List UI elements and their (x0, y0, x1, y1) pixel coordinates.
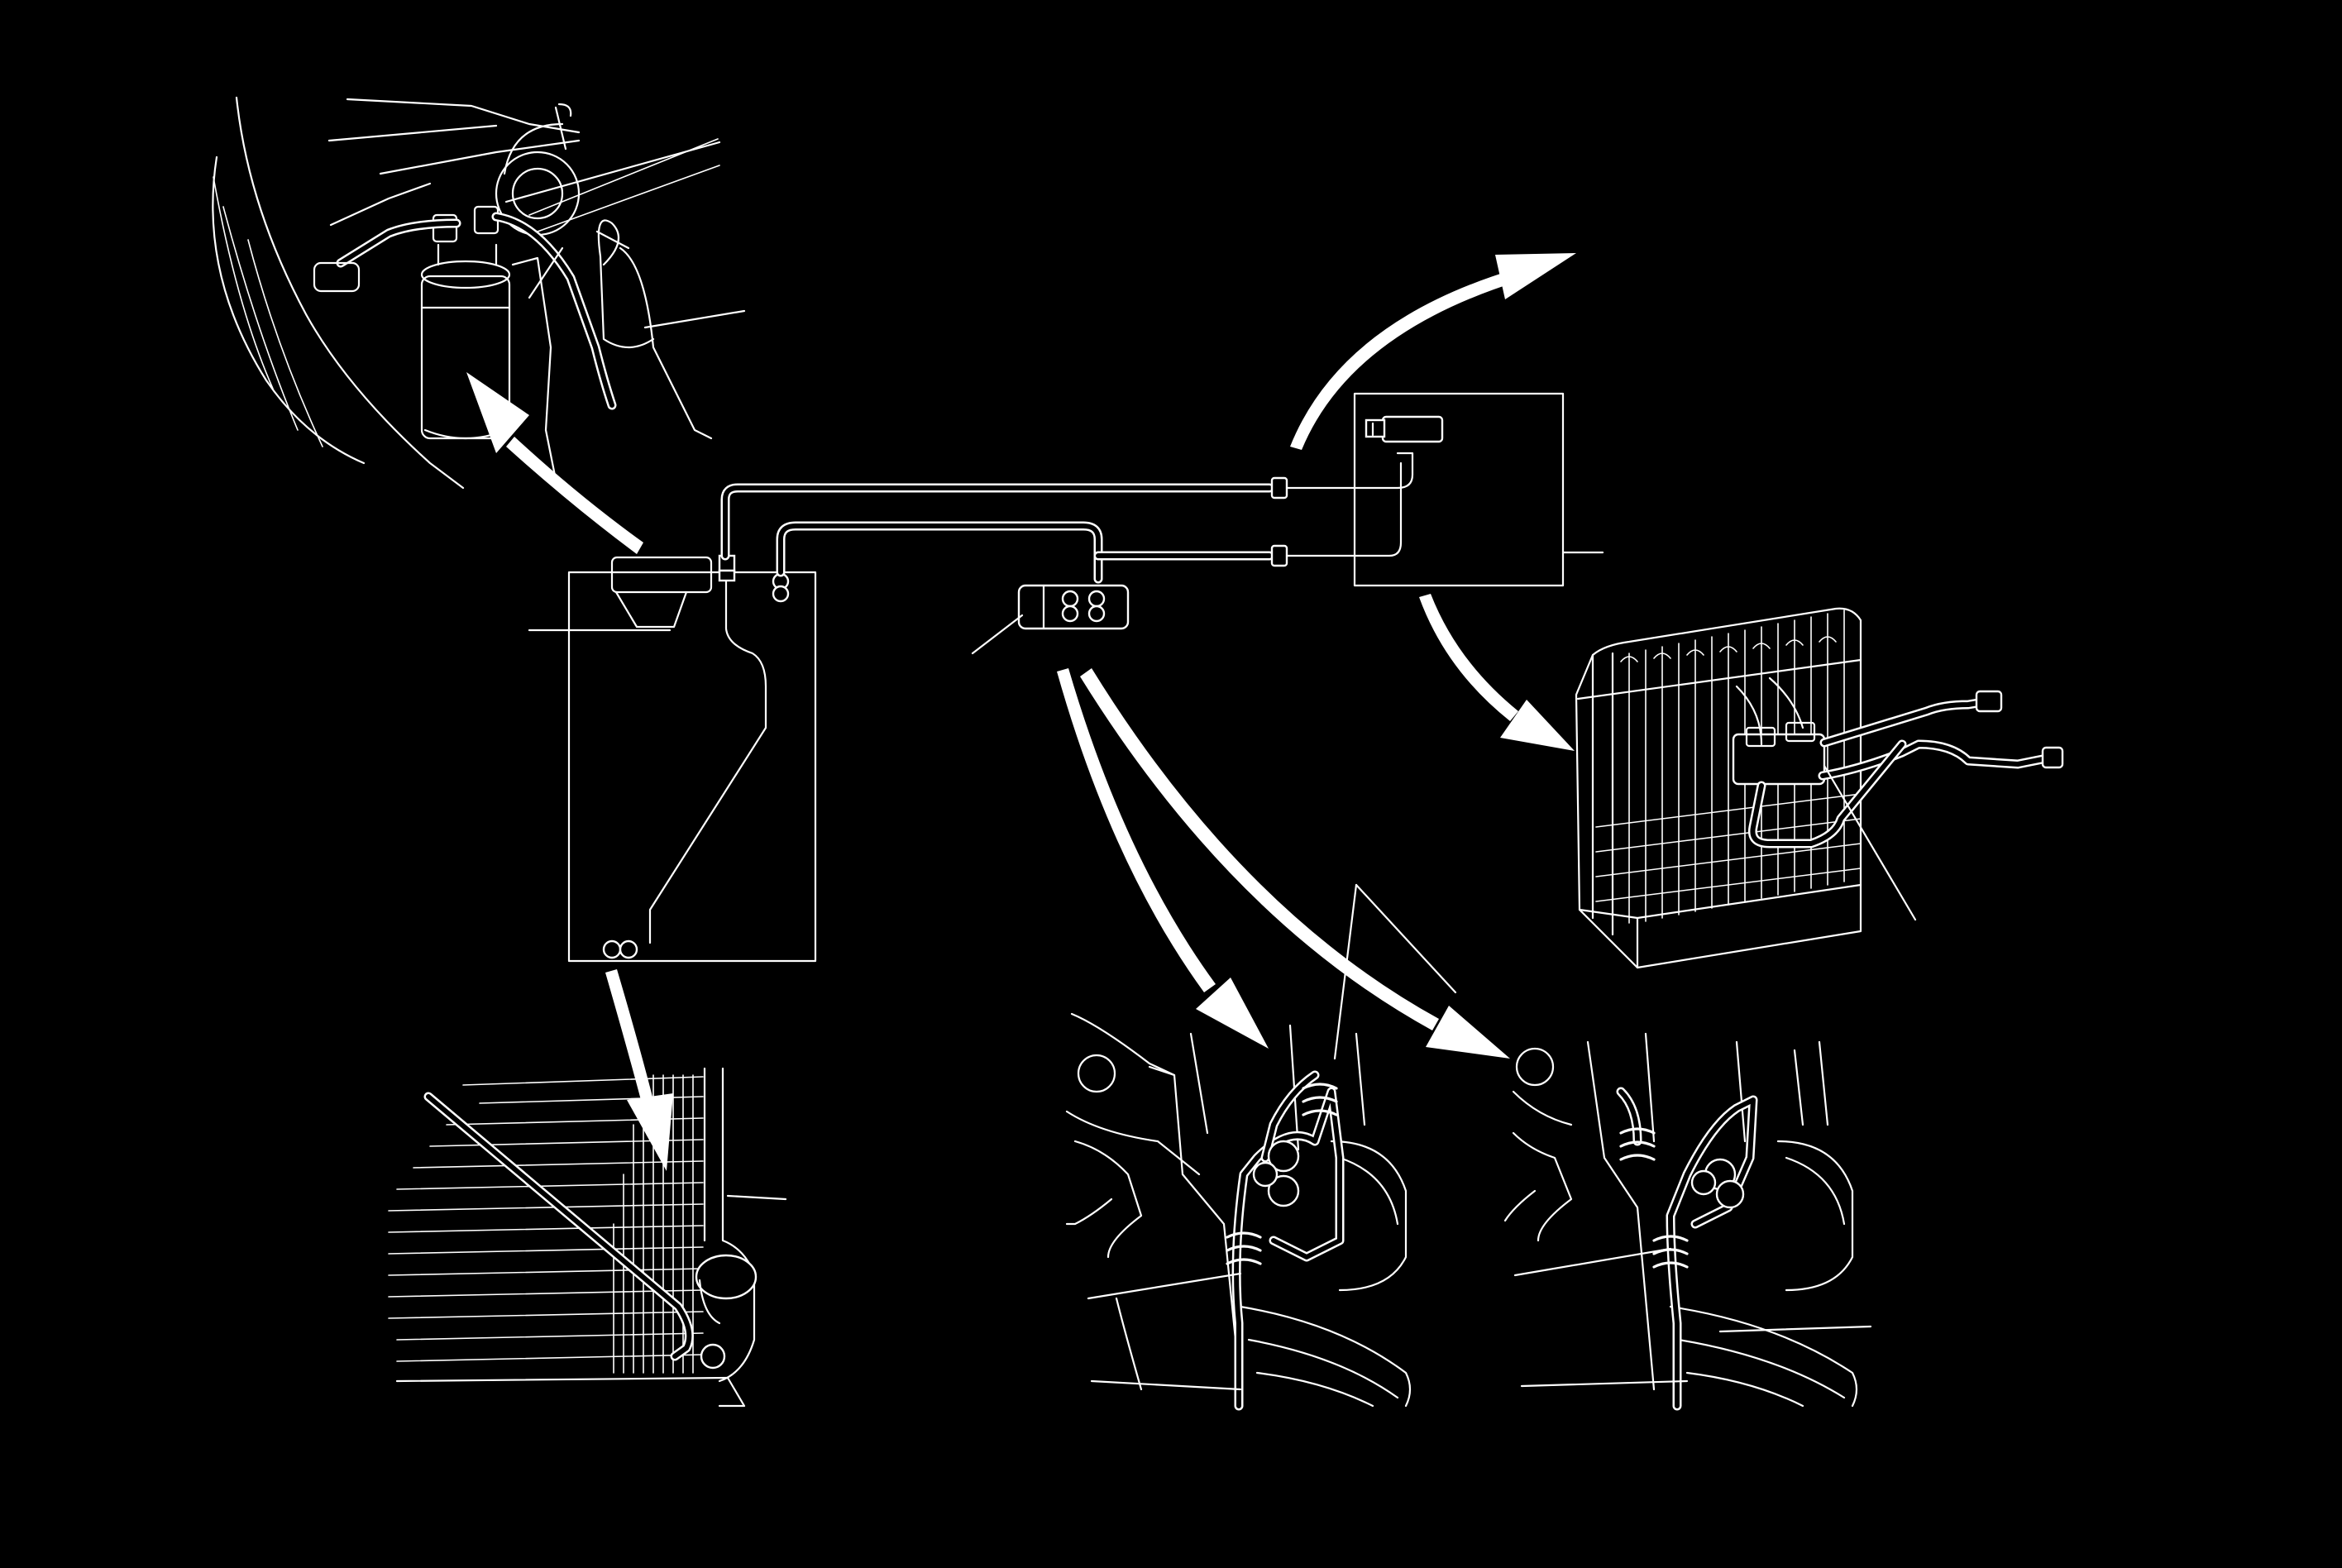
arrow-to-expansion-valve (1290, 253, 1576, 450)
schematic-discharge-fitting (772, 572, 790, 603)
schematic-evaporator (1353, 392, 1565, 587)
schematic-discharge-line (776, 521, 1103, 584)
schematic-condenser (567, 571, 817, 963)
detail-compressor-suction (1503, 1032, 1872, 1411)
arrow-to-evaporator (1419, 594, 1575, 751)
detail-compressor-discharge (1065, 883, 1457, 1411)
hose-clamps (1226, 1083, 1338, 1265)
compressor-body (1239, 1140, 1412, 1408)
arrow-to-receiver (466, 372, 643, 554)
schematic-condenser-line (648, 579, 767, 944)
condenser-inlet-fitting (695, 1254, 758, 1370)
compressor-discharge-fittings (1252, 1140, 1300, 1207)
central-schematic (528, 392, 1604, 963)
schematic-evaporator-fittings (1270, 476, 1288, 567)
flow-arrows (466, 253, 1576, 1171)
schematic-receiver-dryer (610, 556, 713, 594)
arrow-to-condenser (605, 969, 673, 1171)
arrow-to-discharge-hose (1057, 668, 1269, 1049)
compressor-suction-fittings (1690, 1158, 1745, 1209)
schematic-compressor (1017, 584, 1130, 630)
arrow-to-suction-hose (1080, 668, 1510, 1059)
compressor-body-2 (1669, 1140, 1858, 1408)
receiver-dryer-canister (420, 205, 511, 440)
detail-evaporator (1575, 607, 2064, 969)
schematic-condenser-outlet-fitting (602, 939, 638, 959)
evaporator-outlet-fittings (1975, 690, 2064, 769)
detail-condenser (388, 1067, 787, 1408)
condenser-fins (388, 1074, 704, 1374)
detail-receiver-dryer (212, 96, 746, 490)
schematic-expansion-valve (1365, 415, 1444, 443)
